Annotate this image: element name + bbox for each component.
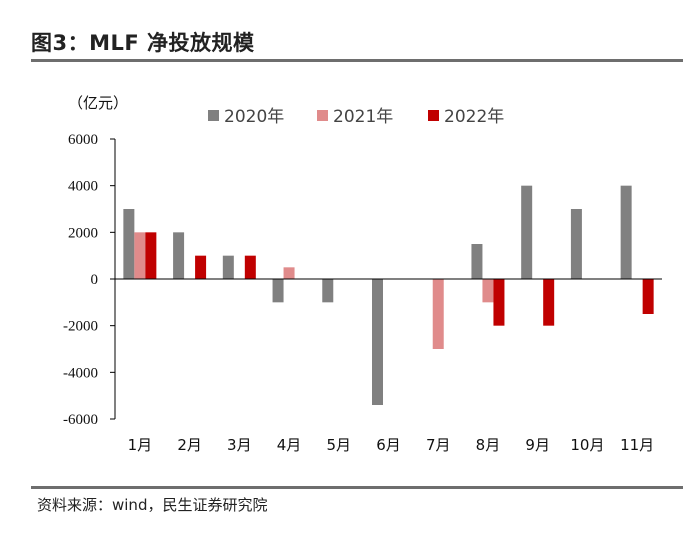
- legend-label: 2020年: [224, 107, 284, 127]
- x-axis: 1月 2月 3月 4月 5月 6月 7月 8月 9月 10月 11月: [128, 436, 655, 454]
- y-tick-label: 4000: [68, 179, 98, 195]
- bar-2020年-8月: [471, 244, 483, 279]
- legend-swatch: [428, 110, 439, 121]
- x-category-label: 4月: [277, 436, 302, 454]
- x-category-label: 9月: [525, 436, 550, 454]
- bar-2022年-1月: [145, 232, 157, 279]
- bar-2021年-1月: [134, 232, 146, 279]
- x-category-label: 6月: [376, 436, 401, 454]
- bar-2022年-3月: [244, 255, 256, 279]
- y-tick-label: 0: [91, 272, 99, 288]
- legend-label: 2022年: [444, 107, 504, 127]
- bar-2020年-6月: [372, 279, 383, 405]
- x-category-label: 7月: [426, 436, 451, 454]
- bar-2022年-9月: [543, 279, 555, 326]
- legend-swatch: [208, 110, 219, 121]
- bar-2021年-7月: [432, 279, 444, 349]
- y-tick-label: -2000: [63, 319, 98, 335]
- legend-swatch: [317, 110, 328, 121]
- x-category-label: 1月: [128, 436, 153, 454]
- bar-2021年-8月: [482, 279, 494, 303]
- source-note: 资料来源：wind，民生证券研究院: [37, 496, 268, 514]
- bar-2022年-2月: [195, 255, 207, 279]
- x-category-label: 10月: [570, 436, 604, 454]
- bar-2020年-11月: [620, 185, 632, 279]
- y-tick-label: -6000: [63, 412, 98, 428]
- bar-2020年-4月: [272, 279, 284, 303]
- bar-2022年-11月: [642, 279, 654, 314]
- bar-2020年-3月: [222, 255, 234, 279]
- figure-title: 图3：MLF 净投放规模: [31, 31, 255, 55]
- title-divider: [31, 59, 683, 62]
- x-category-label: 8月: [476, 436, 501, 454]
- bar-2020年-2月: [173, 232, 185, 279]
- bar-2022年-8月: [493, 279, 505, 326]
- bars: [123, 185, 654, 405]
- bar-2020年-5月: [322, 279, 334, 303]
- legend-label: 2021年: [333, 107, 393, 127]
- bar-2020年-10月: [570, 209, 582, 279]
- y-tick-label: 2000: [68, 225, 98, 241]
- x-category-label: 11月: [620, 436, 654, 454]
- source-divider: [31, 486, 683, 489]
- y-tick-label: 6000: [68, 132, 98, 148]
- bar-2020年-1月: [123, 209, 135, 279]
- legend: 2020年 2021年 2022年: [208, 107, 504, 127]
- y-axis: 6000 4000 2000 0 -2000 -4000 -6000: [63, 132, 115, 428]
- x-category-label: 5月: [326, 436, 351, 454]
- bar-2021年-4月: [283, 267, 295, 279]
- y-tick-label: -4000: [63, 365, 98, 381]
- bar-2020年-9月: [521, 185, 533, 279]
- x-category-label: 2月: [177, 436, 202, 454]
- y-axis-unit-label: （亿元）: [68, 94, 128, 112]
- x-category-label: 3月: [227, 436, 252, 454]
